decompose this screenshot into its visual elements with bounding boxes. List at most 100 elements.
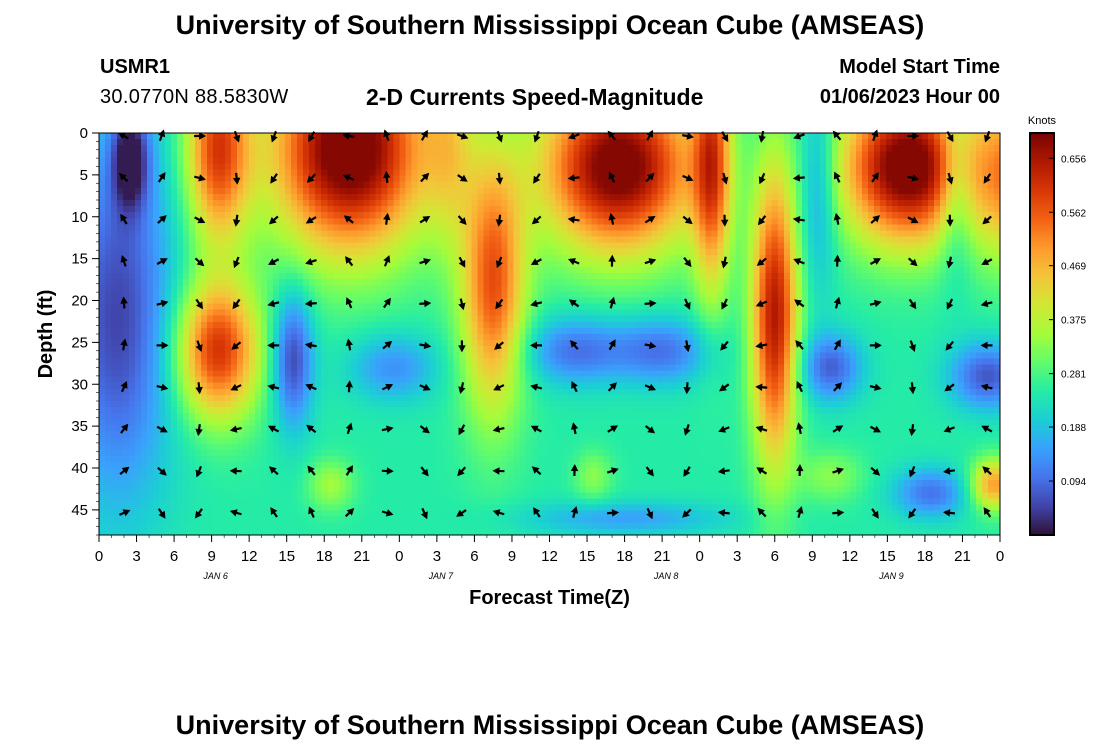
current-arrow (644, 383, 656, 391)
current-arrow (345, 297, 353, 309)
colorbar-tick-label: 0.469 (1061, 262, 1086, 273)
x-tick-label: 6 (470, 548, 478, 565)
current-arrow (645, 172, 655, 183)
current-arrow (492, 425, 505, 433)
current-arrow (755, 425, 768, 433)
current-arrow (607, 425, 618, 433)
x-tick-label: 9 (808, 548, 816, 565)
current-arrow (492, 509, 505, 517)
current-arrow (345, 380, 353, 393)
current-arrow (946, 256, 954, 269)
current-arrow (869, 425, 881, 433)
current-arrow (720, 214, 729, 227)
x-axis: 0 3 6 9 12 15 18 21 0 3 6 9 12 15 18 21 0 3 6 9 12 15 18 21 0 (95, 535, 1004, 565)
current-arrow (907, 132, 920, 140)
current-arrow (644, 425, 656, 434)
x-tick-label: 18 (316, 548, 333, 565)
x-tick-label: 3 (132, 548, 140, 565)
current-arrow (869, 258, 881, 265)
x-tick-label: 15 (579, 548, 596, 565)
current-arrow (946, 298, 954, 310)
current-arrow (793, 132, 805, 140)
current-arrow (608, 212, 616, 225)
current-arrow (195, 382, 203, 395)
current-arrow (157, 508, 166, 519)
current-arrow (495, 214, 504, 227)
current-arrow (305, 258, 317, 266)
current-arrow (268, 425, 280, 433)
model-start-value: 01/06/2023 Hour 00 (819, 86, 1000, 108)
current-arrow (382, 297, 391, 309)
current-arrow (608, 339, 616, 351)
current-arrow (720, 340, 729, 351)
current-arrow (531, 215, 542, 225)
current-arrow (306, 173, 317, 183)
current-arrow (682, 132, 694, 140)
current-arrow (270, 507, 278, 518)
x-tick-label: 0 (695, 548, 703, 565)
current-arrow (571, 381, 578, 393)
current-arrow (607, 509, 620, 517)
current-arrow (232, 298, 241, 310)
current-arrow (644, 216, 656, 224)
current-arrow (457, 174, 468, 182)
x-tick-label: 18 (917, 548, 934, 565)
current-arrow (383, 255, 391, 267)
current-arrow (645, 466, 654, 477)
x-axis-label: Forecast Time(Z) (469, 587, 630, 609)
current-arrow (420, 466, 429, 477)
current-arrow (194, 257, 205, 267)
y-tick-label: 20 (71, 293, 88, 310)
colorbar-tick-label: 0.094 (1061, 477, 1086, 488)
current-arrow (944, 383, 955, 392)
current-arrow (755, 383, 768, 391)
current-arrow (530, 425, 542, 433)
x-tick-label: 21 (954, 548, 971, 565)
y-tick-label: 40 (71, 460, 88, 477)
current-arrow (342, 174, 355, 182)
current-arrow (119, 173, 129, 183)
x-tick-label: 3 (733, 548, 741, 565)
current-arrow (120, 255, 128, 267)
x-tick-label: 15 (278, 548, 295, 565)
current-arrow (345, 422, 353, 435)
page-title: University of Southern Mississippi Ocean… (175, 10, 925, 40)
current-arrow (157, 466, 167, 476)
current-arrow (980, 299, 993, 308)
current-arrow (644, 341, 657, 350)
current-arrow (193, 174, 206, 182)
current-arrow (755, 341, 768, 350)
current-arrow (231, 341, 242, 350)
current-arrow (531, 466, 542, 476)
current-arrow (195, 340, 203, 352)
current-arrow (606, 467, 619, 475)
current-arrow (907, 257, 918, 267)
current-arrow (721, 256, 729, 269)
current-arrow (796, 506, 804, 518)
current-arrow (120, 338, 128, 351)
x-tick-label: 0 (996, 548, 1004, 565)
current-arrow (306, 424, 317, 434)
colorbar-tick-label: 0.281 (1061, 370, 1086, 381)
current-arrow (305, 383, 317, 391)
current-arrow (157, 215, 167, 224)
current-arrow (383, 170, 391, 183)
current-vectors (118, 129, 993, 520)
current-arrow (683, 340, 691, 353)
current-arrow (719, 383, 730, 392)
current-arrow (908, 298, 917, 310)
current-arrow (345, 465, 353, 476)
current-arrow (644, 299, 657, 308)
current-arrow (795, 340, 804, 350)
colorbar-tick-label: 0.562 (1061, 208, 1086, 219)
y-tick-label: 30 (71, 376, 88, 393)
y-tick-label: 5 (80, 167, 88, 184)
current-arrow (229, 509, 242, 517)
current-arrow (793, 258, 805, 266)
current-arrow (646, 507, 653, 520)
model-start-label: Model Start Time (839, 56, 1000, 78)
current-arrow (457, 215, 467, 225)
colorbar-title: Knots (1028, 115, 1057, 127)
current-arrow (683, 424, 691, 436)
current-arrow (156, 299, 169, 308)
